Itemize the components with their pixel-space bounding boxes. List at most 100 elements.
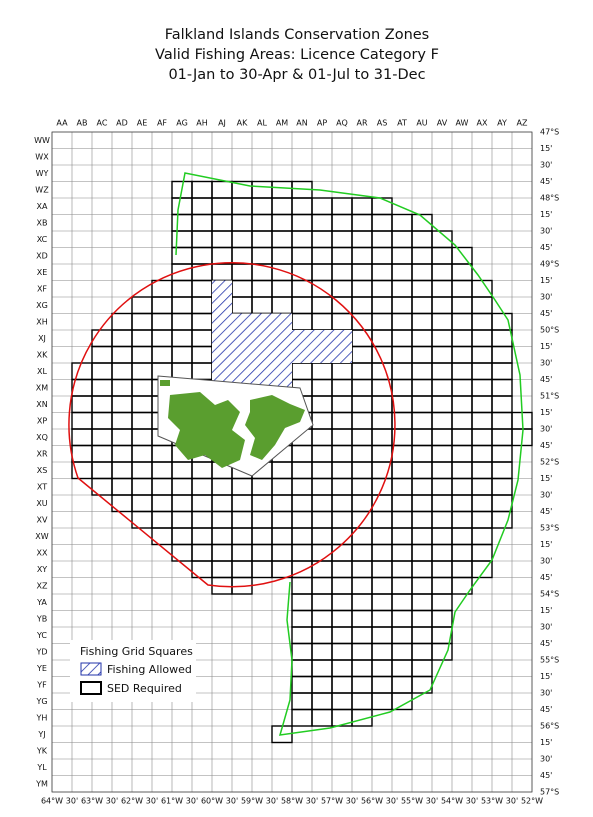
row-label: XE	[37, 268, 48, 277]
row-label: XM	[36, 383, 48, 392]
longitude-label: 63°W	[81, 797, 103, 806]
longitude-label: 61°W	[161, 797, 183, 806]
latitude-label: 30'	[540, 359, 552, 368]
column-label: AE	[137, 119, 148, 128]
latitude-label: 49°S	[540, 260, 559, 269]
latitude-label: 45'	[540, 243, 552, 252]
latitude-label: 51°S	[540, 392, 559, 401]
latitude-label: 15'	[540, 738, 552, 747]
title-line: Valid Fishing Areas: Licence Category F	[155, 47, 439, 63]
latitude-label: 30'	[540, 557, 552, 566]
latitude-label: 56°S	[540, 722, 559, 731]
fishing-square	[212, 297, 232, 314]
longitude-label: 53°W	[481, 797, 503, 806]
row-label: XS	[37, 466, 48, 475]
sed-square	[451, 576, 473, 595]
longitude-label: 59°W	[241, 797, 263, 806]
sed-square	[391, 692, 413, 711]
row-label: YE	[36, 664, 47, 673]
latitude-label: 45'	[540, 441, 552, 450]
column-label: AY	[497, 119, 507, 128]
longitude-label: 56°W	[361, 797, 383, 806]
latitude-label: 15'	[540, 210, 552, 219]
latitude-label: 45'	[540, 771, 552, 780]
latitude-label: 15'	[540, 606, 552, 615]
column-label: AZ	[517, 119, 528, 128]
latitude-label: 30'	[540, 425, 552, 434]
row-label: YB	[36, 614, 47, 623]
longitude-label: 30'	[426, 797, 438, 806]
row-label: XD	[36, 251, 48, 260]
longitude-label: 30'	[106, 797, 118, 806]
fishing-square	[212, 313, 292, 330]
latitude-label: 45'	[540, 309, 552, 318]
row-label: XF	[37, 284, 47, 293]
row-label: XL	[37, 367, 47, 376]
longitude-label: 54°W	[441, 797, 463, 806]
sed-square	[431, 642, 453, 661]
row-label: XX	[37, 548, 48, 557]
row-label: XH	[36, 317, 48, 326]
row-label: XZ	[37, 581, 48, 590]
latitude-label: 30'	[540, 689, 552, 698]
longitude-label: 30'	[146, 797, 158, 806]
latitude-label: 15'	[540, 672, 552, 681]
row-label: XA	[37, 202, 48, 211]
west-falkland	[168, 392, 245, 468]
latitude-label: 52°S	[540, 458, 559, 467]
row-label: YJ	[37, 730, 45, 739]
row-label: YL	[36, 763, 47, 772]
latitude-label: 45'	[540, 639, 552, 648]
fishing-square	[212, 346, 352, 363]
latitude-label: 15'	[540, 276, 552, 285]
row-label: XG	[36, 301, 48, 310]
column-label: AV	[437, 119, 448, 128]
longitude-label: 30'	[346, 797, 358, 806]
longitude-label: 30'	[266, 797, 278, 806]
longitude-label: 57°W	[321, 797, 343, 806]
longitude-label: 62°W	[121, 797, 143, 806]
east-falkland	[245, 395, 305, 460]
column-label: AA	[56, 119, 68, 128]
column-label: AQ	[336, 119, 348, 128]
row-label: YK	[36, 746, 48, 755]
row-label: XY	[37, 565, 47, 574]
fishing-square	[212, 363, 292, 380]
sed-square	[351, 708, 373, 727]
longitude-label: 30'	[306, 797, 318, 806]
column-label: AC	[97, 119, 108, 128]
column-label: AX	[477, 119, 488, 128]
legend: Fishing Grid Squares Fishing Allowed SED…	[70, 640, 196, 702]
islet	[160, 380, 170, 386]
row-label: XN	[36, 400, 47, 409]
row-label: YF	[36, 680, 47, 689]
longitude-label: 30'	[506, 797, 518, 806]
column-label: AL	[257, 119, 267, 128]
latitude-label: 45'	[540, 507, 552, 516]
longitude-label: 52°W	[521, 797, 543, 806]
column-label: AN	[296, 119, 307, 128]
latitude-label: 15'	[540, 474, 552, 483]
row-label: WZ	[35, 185, 49, 194]
row-label: YM	[35, 779, 48, 788]
latitude-label: 15'	[540, 540, 552, 549]
column-label: AK	[237, 119, 248, 128]
latitude-label: 15'	[540, 144, 552, 153]
row-label: XC	[37, 235, 48, 244]
row-label: XV	[37, 515, 48, 524]
title-line: Falkland Islands Conservation Zones	[165, 27, 429, 43]
latitude-label: 30'	[540, 293, 552, 302]
latitude-label: 55°S	[540, 656, 559, 665]
row-label: XW	[35, 532, 48, 541]
grid-labels: AA AB AC AD AE AF AG AH AJ AK AL AM AN AP AQ AR AS AT AU AV…	[34, 119, 559, 806]
column-label: AW	[456, 119, 469, 128]
row-label: YH	[36, 713, 48, 722]
row-label: YC	[36, 631, 47, 640]
row-label: WW	[34, 136, 50, 145]
grid-border	[51, 131, 533, 793]
row-label: XR	[36, 449, 47, 458]
latitude-label: 45'	[540, 375, 552, 384]
column-label: AU	[416, 119, 427, 128]
longitude-label: 60°W	[201, 797, 223, 806]
